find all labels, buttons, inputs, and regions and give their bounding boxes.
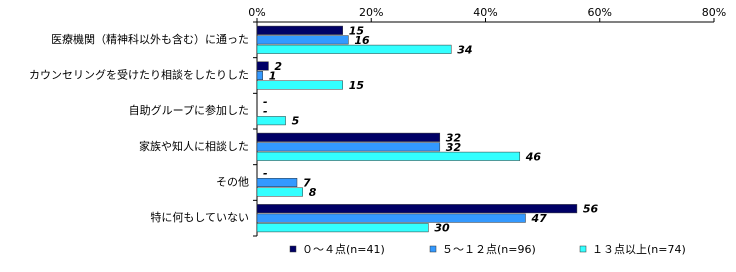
legend-label: １３点以上(n=74) (592, 243, 686, 256)
bar (256, 213, 526, 223)
data-label: 7 (303, 177, 311, 190)
y-tick-label: 家族や知人に相談した (139, 139, 249, 153)
y-tick-label: カウンセリングを受けたり相談をしたりした (29, 68, 249, 82)
x-tick-label: 20% (359, 6, 383, 19)
bar (256, 151, 521, 161)
data-label: 46 (525, 150, 542, 163)
data-label: 5 (292, 115, 300, 128)
data-label: 8 (309, 186, 317, 199)
y-tick-label: 医療機関（精神科以外も含む）に通った (51, 32, 249, 46)
bar (256, 187, 303, 197)
data-label: 16 (354, 34, 370, 47)
y-tick-label: その他 (216, 176, 249, 189)
legend-swatch (429, 245, 437, 253)
data-label: 2 (274, 60, 282, 73)
bar (256, 35, 349, 45)
bar (256, 132, 441, 142)
data-label: 15 (349, 79, 365, 92)
y-tick-label: 特に何もしていない (150, 210, 249, 224)
bar (256, 204, 578, 214)
bar (256, 178, 298, 187)
data-label: 30 (434, 222, 450, 235)
data-label: 32 (446, 131, 462, 144)
data-label: 47 (530, 212, 547, 225)
legend-swatch (579, 245, 587, 253)
bar (256, 25, 343, 35)
data-label: 15 (349, 24, 365, 37)
bar (256, 71, 263, 80)
bar (256, 142, 441, 152)
x-tick-label: 80% (702, 6, 726, 19)
x-tick-label: 0% (248, 6, 265, 19)
legend-swatch (289, 245, 297, 253)
data-label: 34 (457, 43, 472, 56)
x-tick-label: 40% (473, 6, 497, 19)
y-tick-label: 自助グループに参加した (129, 103, 249, 117)
bar (256, 223, 429, 233)
data-label: - (263, 167, 268, 180)
bar (256, 80, 343, 90)
bar (256, 61, 269, 71)
data-label: 56 (583, 203, 599, 216)
data-label: 32 (446, 141, 462, 154)
bar (256, 44, 452, 54)
data-label: 1 (269, 70, 277, 83)
legend-label: ５～１２点(n=96) (442, 243, 536, 256)
data-label: - (263, 96, 268, 109)
legend-label: ０～４点(n=41) (302, 243, 385, 256)
data-label: - (263, 105, 268, 118)
x-tick-label: 60% (588, 6, 612, 19)
bar (256, 116, 286, 126)
